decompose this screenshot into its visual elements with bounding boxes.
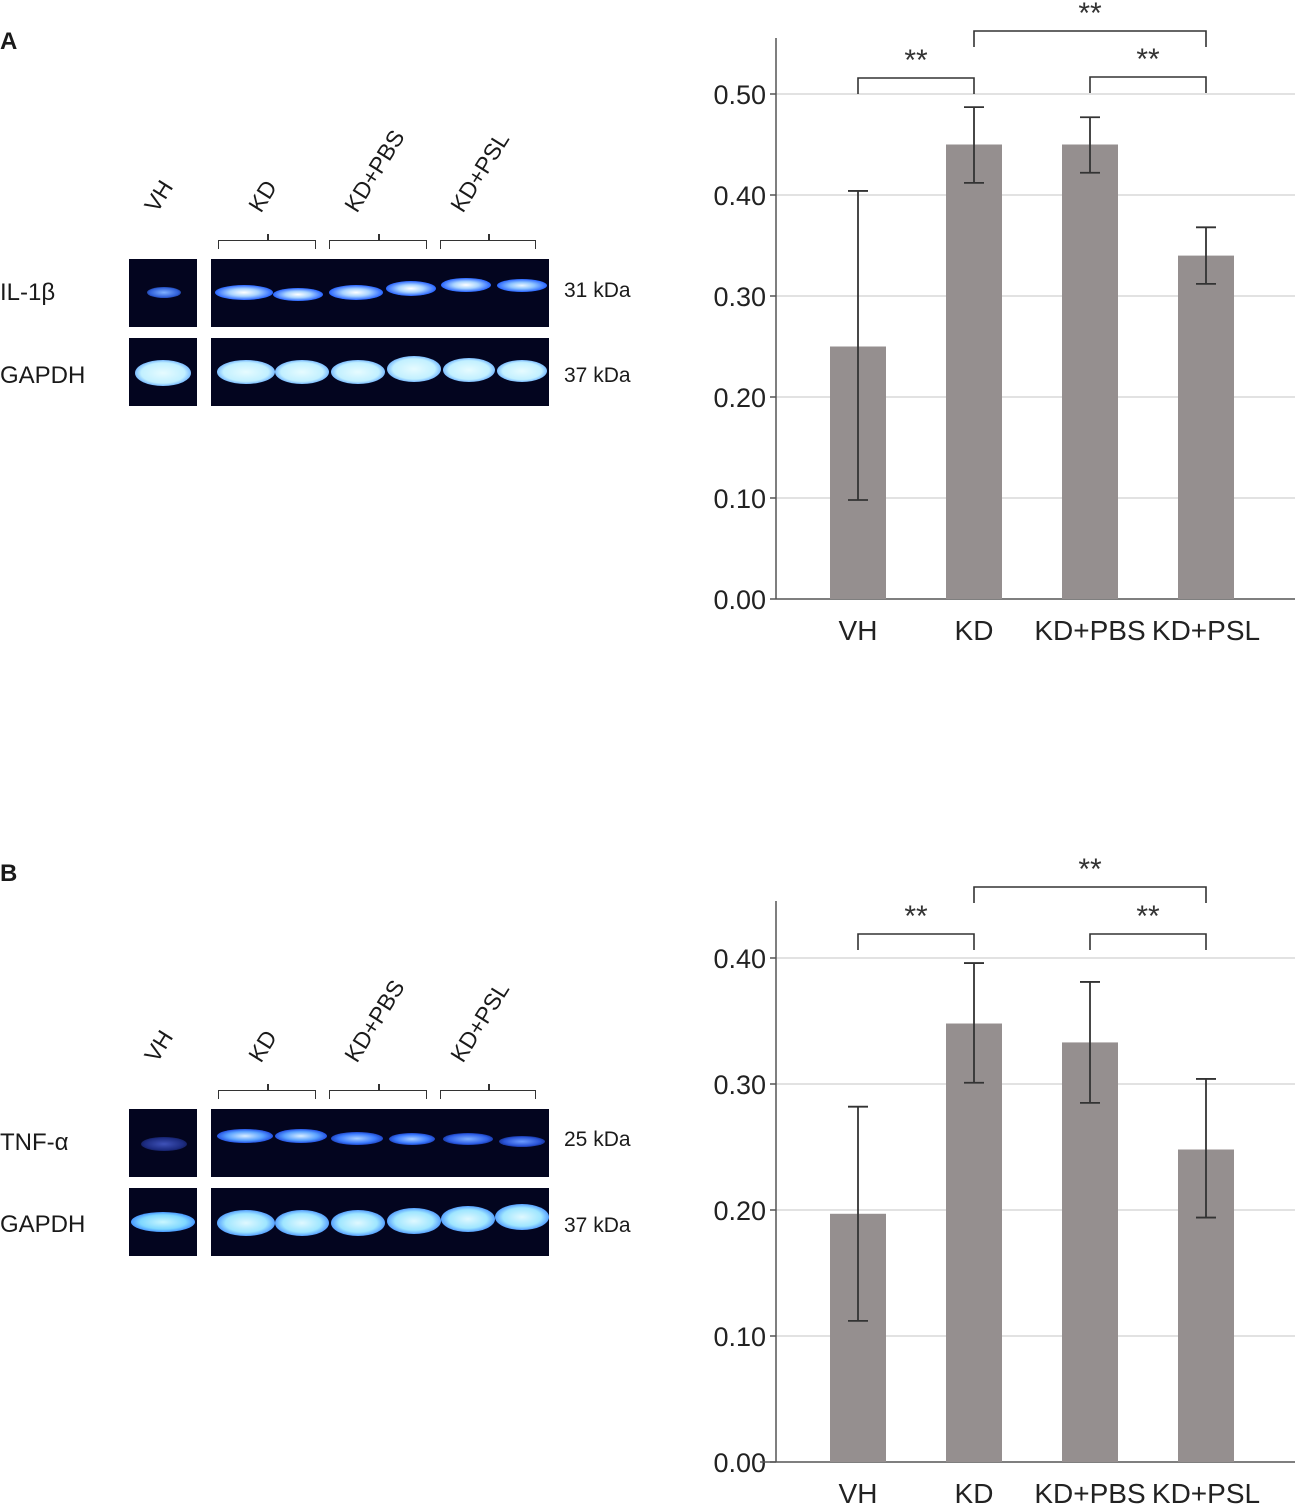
- band: [329, 285, 383, 300]
- lane-bracket-kd-pbs: [329, 1084, 427, 1099]
- band: [497, 279, 547, 292]
- x-tick-label: KD: [955, 615, 994, 646]
- lane-bracket-kd-psl: [440, 234, 536, 249]
- significance-bracket: [973, 30, 1207, 47]
- significance-label: **: [1078, 853, 1102, 886]
- band: [499, 1136, 545, 1147]
- band: [389, 1133, 435, 1145]
- band: [497, 360, 547, 382]
- y-tick-label: 0.40: [713, 181, 766, 211]
- western-blot: VH KD KD+PBS KD+PSL IL-1β GAPDH 31 kDa 3…: [0, 0, 660, 700]
- x-tick-label: KD+PSL: [1152, 615, 1260, 646]
- gel-vh-gapdh: [129, 338, 197, 406]
- band: [441, 278, 491, 292]
- lane-bracket-kd: [218, 1084, 316, 1099]
- band: [215, 285, 273, 300]
- western-blot: VH KD KD+PBS KD+PSL TNF-α GAPDH 25 kDa 3…: [0, 840, 660, 1290]
- significance-label: **: [904, 900, 928, 933]
- significance-label: **: [1078, 0, 1102, 30]
- kda-marker: 31 kDa: [564, 279, 631, 302]
- panel-letter: A: [0, 28, 18, 55]
- band: [217, 360, 275, 384]
- kda-marker: 25 kDa: [564, 1128, 631, 1151]
- bar: [1062, 144, 1118, 599]
- band: [275, 360, 329, 384]
- panel-b: B VH KD KD+PBS KD+PSL TNF-α GAPDH 25 kDa…: [0, 840, 1302, 1505]
- gel-vh-gapdh: [129, 1188, 197, 1256]
- band: [217, 1129, 273, 1143]
- x-tick-label: VH: [839, 615, 878, 646]
- significance-bracket: [1089, 933, 1207, 950]
- band: [147, 287, 181, 298]
- kda-marker: 37 kDa: [564, 364, 631, 387]
- y-tick-label: 0.40: [713, 944, 766, 974]
- x-tick-label: KD: [955, 1478, 994, 1505]
- band: [441, 1206, 495, 1232]
- significance-label: **: [1136, 43, 1160, 76]
- y-tick-label: 0.00: [713, 585, 766, 615]
- blot-row-label-il1b: IL-1β: [0, 279, 56, 306]
- significance-bracket: [857, 77, 975, 94]
- band: [331, 1210, 385, 1236]
- gel-treatment-gapdh: [211, 1188, 549, 1256]
- band: [217, 1210, 275, 1236]
- significance-bracket: [1089, 76, 1207, 93]
- band: [331, 360, 385, 384]
- x-tick-label: VH: [839, 1478, 878, 1505]
- bar-chart-tnfa: 0.00 0.10 0.20 0.30 0.40 VH KD KD+PBS KD+PSL ** **…: [713, 853, 1295, 1505]
- band: [387, 356, 441, 382]
- bar: [946, 144, 1002, 599]
- significance-label: **: [904, 44, 928, 77]
- kda-marker: 37 kDa: [564, 1214, 631, 1237]
- band: [275, 1129, 327, 1143]
- blot-row-label-tnfa: TNF-α: [0, 1129, 69, 1156]
- lane-bracket-kd-pbs: [329, 234, 427, 249]
- gel-treatment-tnfa: [211, 1109, 549, 1177]
- band: [135, 360, 191, 386]
- gel-treatment-gapdh: [211, 338, 549, 406]
- significance-label: **: [1136, 900, 1160, 933]
- band: [387, 1208, 441, 1234]
- band: [331, 1132, 383, 1145]
- lane-bracket-kd: [218, 234, 316, 249]
- y-tick-label: 0.30: [713, 282, 766, 312]
- gel-vh-tnfa: [129, 1109, 197, 1177]
- band: [386, 281, 436, 296]
- significance-bracket: [857, 933, 975, 950]
- x-tick-label: KD+PSL: [1152, 1478, 1260, 1505]
- significance-bracket: [973, 886, 1207, 903]
- bar: [946, 1023, 1002, 1462]
- y-tick-label: 0.10: [713, 1322, 766, 1352]
- band: [275, 1210, 329, 1236]
- bar: [1062, 1042, 1118, 1462]
- gel-treatment-il1b: [211, 259, 549, 327]
- bar-chart-il1b: 0.00 0.10 0.20 0.30 0.40 0.50 VH KD KD+PBS KD+PSL…: [713, 0, 1295, 646]
- band: [131, 1212, 195, 1232]
- gel-vh-il1b: [129, 259, 197, 327]
- panel-a: A VH KD KD+PBS KD+PSL IL-1β GAPDH 31 kDa…: [0, 0, 1302, 700]
- band: [141, 1137, 187, 1151]
- band: [443, 358, 495, 382]
- x-tick-label: KD+PBS: [1034, 1478, 1145, 1505]
- blot-row-label-gapdh: GAPDH: [0, 1211, 86, 1238]
- bar: [1178, 255, 1234, 599]
- y-tick-label: 0.50: [713, 80, 766, 110]
- x-tick-label: KD+PBS: [1034, 615, 1145, 646]
- band: [273, 288, 323, 301]
- y-tick-label: 0.20: [713, 1196, 766, 1226]
- y-tick-label: 0.30: [713, 1070, 766, 1100]
- blot-row-label-gapdh: GAPDH: [0, 362, 86, 389]
- y-tick-label: 0.10: [713, 484, 766, 514]
- y-tick-label: 0.00: [713, 1448, 766, 1478]
- panel-letter: B: [0, 860, 18, 887]
- band: [443, 1133, 493, 1145]
- band: [495, 1204, 549, 1230]
- lane-bracket-kd-psl: [440, 1084, 536, 1099]
- y-tick-label: 0.20: [713, 383, 766, 413]
